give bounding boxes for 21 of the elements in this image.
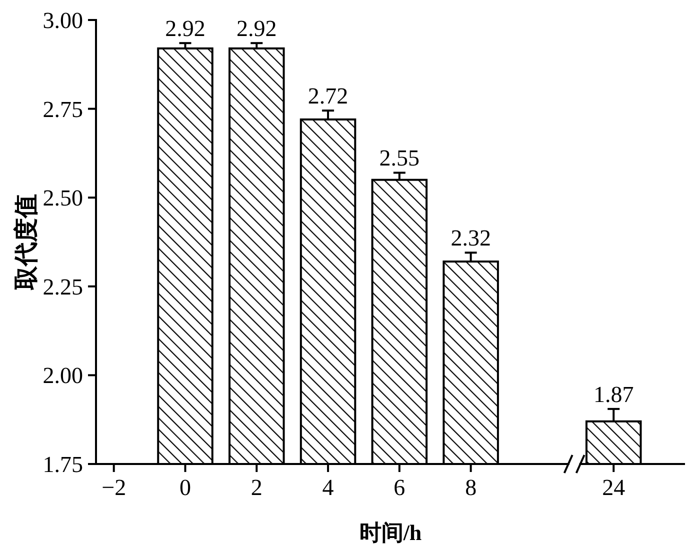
x-axis-title: 时间/h	[359, 520, 422, 545]
y-tick-label: 2.50	[42, 186, 83, 211]
y-tick-label: 1.75	[42, 452, 83, 477]
x-tick-label: −2	[102, 475, 126, 500]
x-tick-label: 8	[465, 475, 477, 500]
data-label: 1.87	[593, 382, 634, 407]
y-tick-label: 2.25	[42, 274, 83, 300]
x-tick-label: 24	[602, 475, 626, 500]
y-tick-label: 3.00	[42, 8, 83, 33]
y-axis-title: 取代度值	[12, 194, 40, 291]
data-label: 2.92	[165, 16, 206, 42]
x-tick-label: 4	[322, 475, 334, 500]
y-tick-label: 2.00	[42, 363, 83, 388]
y-tick-label: 2.75	[42, 96, 83, 122]
data-label: 2.55	[379, 146, 420, 171]
x-tick-label: 2	[250, 475, 262, 500]
x-tick-label: 0	[179, 475, 191, 500]
data-label: 2.92	[236, 16, 277, 42]
data-label: 2.72	[308, 84, 348, 109]
x-tick-label: 6	[394, 475, 406, 500]
data-label: 2.32	[450, 226, 491, 251]
